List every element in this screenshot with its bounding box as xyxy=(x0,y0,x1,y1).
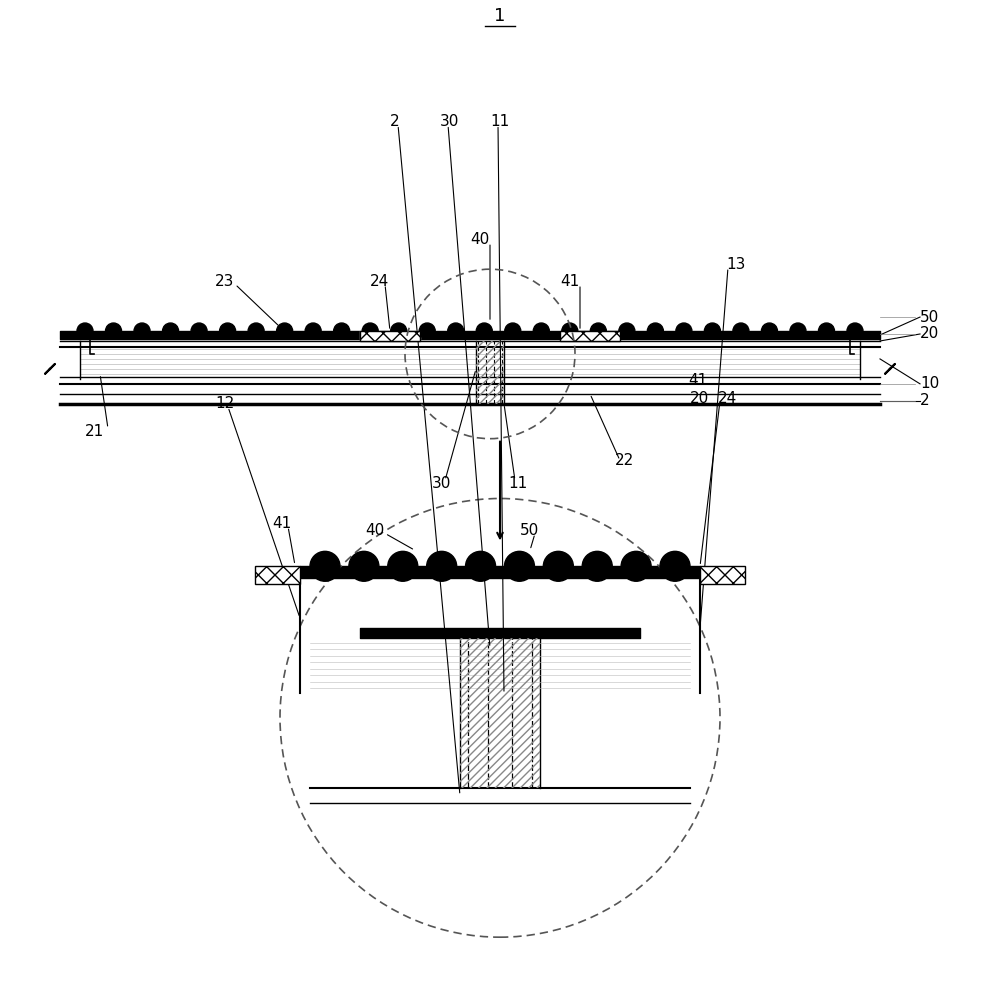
Text: 24: 24 xyxy=(718,391,737,407)
Text: 41: 41 xyxy=(272,515,291,531)
Text: 40: 40 xyxy=(365,522,384,538)
Circle shape xyxy=(504,551,534,581)
Circle shape xyxy=(349,551,379,581)
Text: 22: 22 xyxy=(615,453,634,469)
Text: 30: 30 xyxy=(432,476,451,492)
Circle shape xyxy=(704,323,720,339)
Circle shape xyxy=(543,551,573,581)
Circle shape xyxy=(391,323,407,339)
Circle shape xyxy=(533,323,549,339)
Text: 2: 2 xyxy=(390,114,400,130)
Text: 41: 41 xyxy=(688,373,707,389)
Circle shape xyxy=(106,323,122,339)
Circle shape xyxy=(733,323,749,339)
Circle shape xyxy=(761,323,777,339)
Circle shape xyxy=(621,551,651,581)
Circle shape xyxy=(790,323,806,339)
Text: 41: 41 xyxy=(560,273,579,289)
Circle shape xyxy=(847,323,863,339)
Bar xyxy=(560,331,620,341)
Circle shape xyxy=(310,551,340,581)
Circle shape xyxy=(427,551,457,581)
Circle shape xyxy=(505,323,521,339)
Text: 20: 20 xyxy=(690,391,709,407)
Circle shape xyxy=(334,323,350,339)
Text: 11: 11 xyxy=(490,114,509,130)
Circle shape xyxy=(619,323,635,339)
Circle shape xyxy=(248,323,264,339)
Bar xyxy=(700,566,745,584)
Text: 2: 2 xyxy=(920,393,930,409)
Circle shape xyxy=(562,323,578,339)
Text: 20: 20 xyxy=(920,326,939,342)
Text: 24: 24 xyxy=(370,273,389,289)
Circle shape xyxy=(676,323,692,339)
Circle shape xyxy=(582,551,612,581)
Circle shape xyxy=(448,323,464,339)
Bar xyxy=(460,638,540,788)
Circle shape xyxy=(134,323,150,339)
Circle shape xyxy=(163,323,179,339)
Text: 10: 10 xyxy=(920,376,939,392)
Text: 12: 12 xyxy=(215,396,234,412)
Text: 1: 1 xyxy=(494,7,506,25)
Circle shape xyxy=(466,551,496,581)
Circle shape xyxy=(660,551,690,581)
Text: 13: 13 xyxy=(726,256,745,272)
Text: 50: 50 xyxy=(520,522,539,538)
Text: 23: 23 xyxy=(215,273,234,289)
Circle shape xyxy=(647,323,663,339)
Circle shape xyxy=(305,323,321,339)
Text: 21: 21 xyxy=(85,424,104,440)
Text: 50: 50 xyxy=(920,309,939,325)
Text: 40: 40 xyxy=(470,231,489,247)
Circle shape xyxy=(191,323,207,339)
Circle shape xyxy=(388,551,418,581)
Circle shape xyxy=(277,323,293,339)
Circle shape xyxy=(362,323,378,339)
Circle shape xyxy=(590,323,606,339)
Circle shape xyxy=(419,323,435,339)
Circle shape xyxy=(476,323,492,339)
Bar xyxy=(255,566,300,584)
Circle shape xyxy=(818,323,834,339)
Text: 30: 30 xyxy=(440,114,459,130)
Circle shape xyxy=(220,323,236,339)
Circle shape xyxy=(77,323,93,339)
Text: 11: 11 xyxy=(508,476,527,492)
Bar xyxy=(476,341,504,404)
Bar xyxy=(360,331,420,341)
